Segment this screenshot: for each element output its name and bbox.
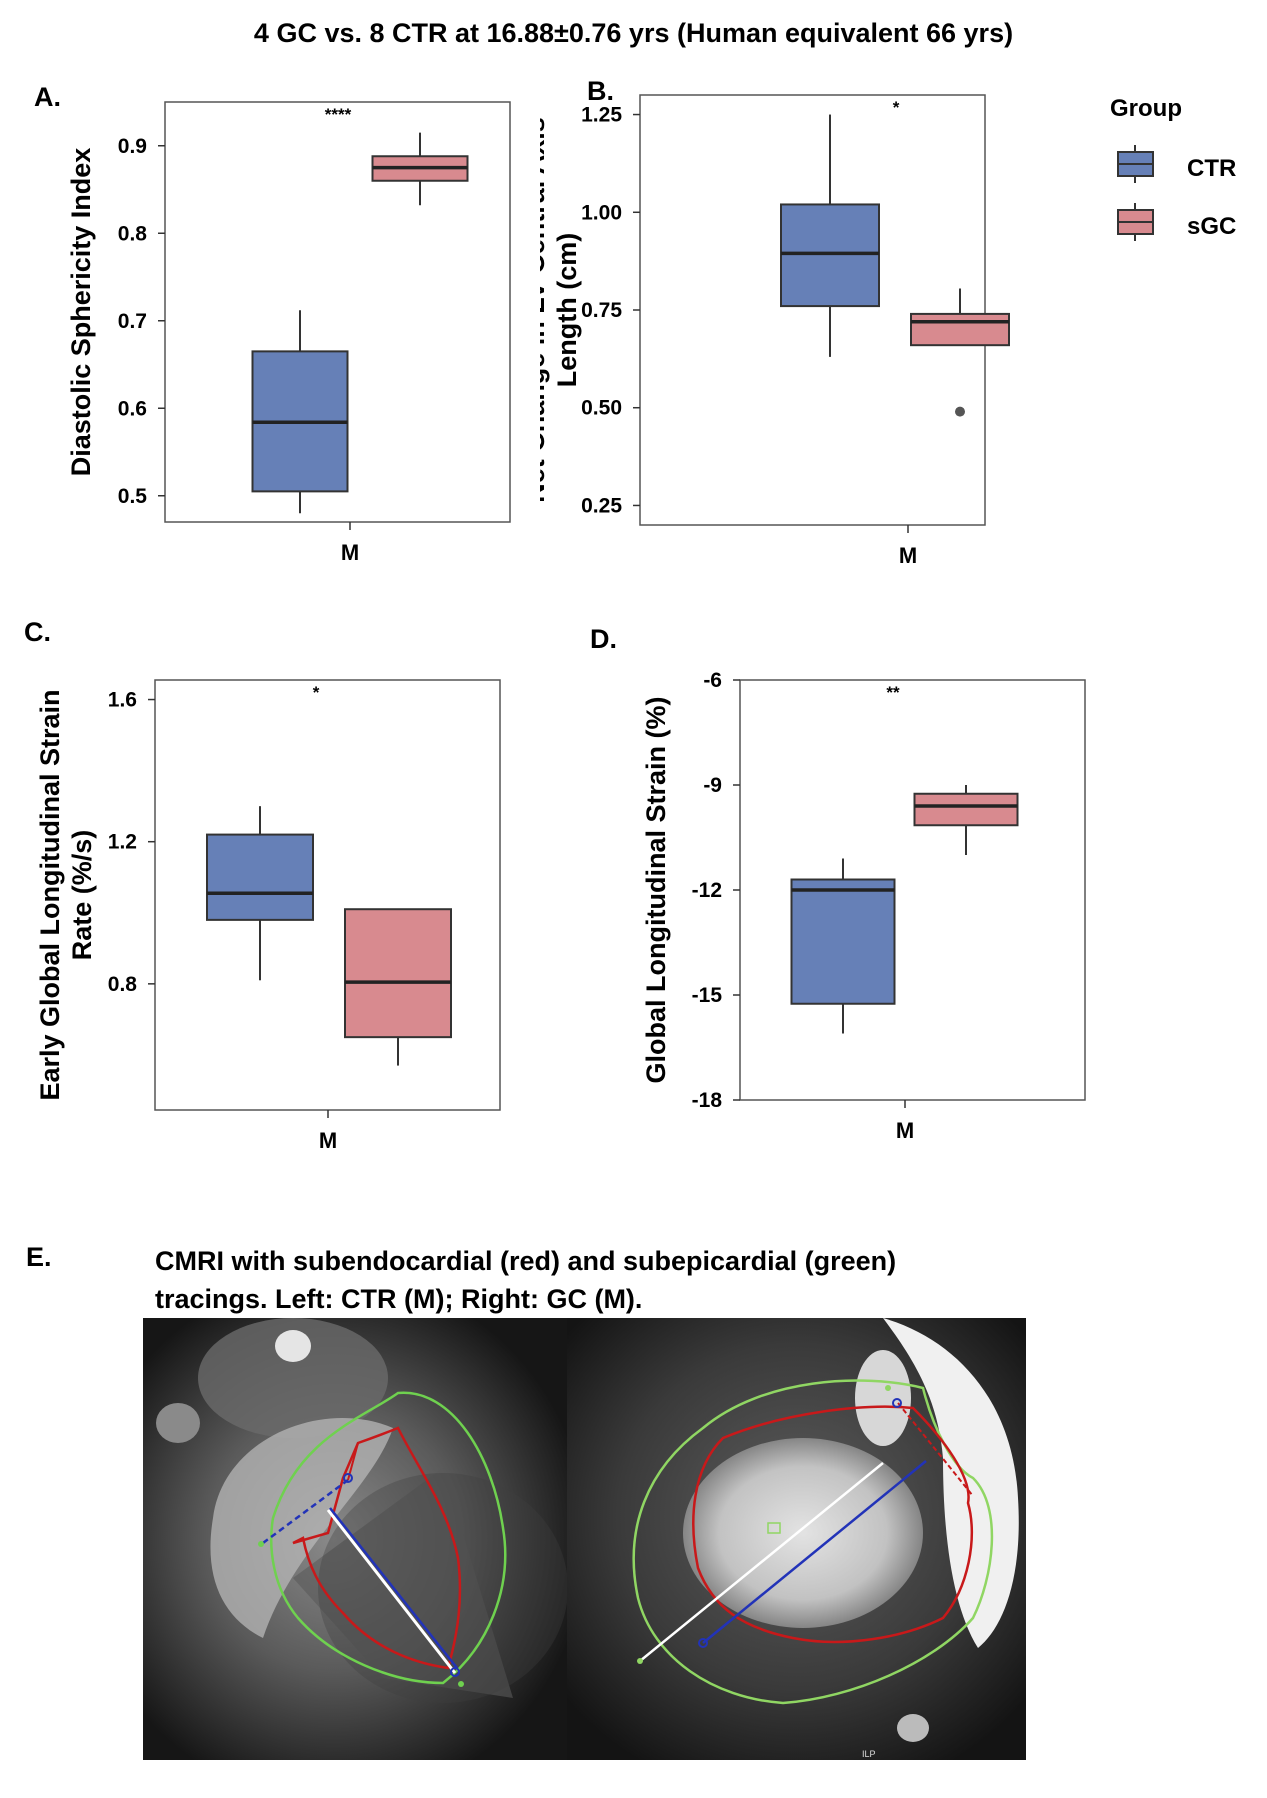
box-iqr xyxy=(790,878,896,1005)
significance-label: * xyxy=(313,683,320,702)
panel-letter-a: A. xyxy=(34,82,61,112)
box-iqr xyxy=(344,908,452,1039)
legend-swatches xyxy=(1117,145,1154,241)
panel-letter-e: E. xyxy=(26,1242,52,1272)
x-tick-label: M xyxy=(899,543,917,568)
box-iqr xyxy=(910,312,1010,347)
legend: Group CTR sGC xyxy=(1110,95,1260,255)
y-tick-label: 0.7 xyxy=(118,310,147,333)
y-tick-label: -9 xyxy=(703,774,722,797)
cmri-right-gc: ILP xyxy=(567,1318,1026,1760)
panel-letter-c: C. xyxy=(24,617,51,647)
y-axis-label: Net Change in LV Central Axis xyxy=(540,117,550,503)
y-tick-label: -6 xyxy=(703,669,722,692)
y-tick-label: 0.75 xyxy=(581,299,622,322)
legend-swatch-ctr xyxy=(1117,145,1154,183)
box-ctr xyxy=(206,806,314,981)
y-tick-label: 1.6 xyxy=(108,689,137,712)
cmri-left-ctr xyxy=(143,1318,568,1760)
y-tick-label: 0.9 xyxy=(118,135,147,158)
legend-title: Group xyxy=(1110,95,1182,122)
y-tick-label: 0.50 xyxy=(581,397,622,420)
mri-corner-mark: ILP xyxy=(862,1749,876,1759)
y-tick-label: 0.5 xyxy=(118,485,148,508)
y-tick-label: 1.2 xyxy=(108,831,137,854)
legend-swatch-sgc xyxy=(1117,203,1154,241)
box-ctr xyxy=(790,858,896,1034)
panel-letter-d: D. xyxy=(590,624,617,654)
mri-caption: CMRI with subendocardial (red) and subep… xyxy=(155,1242,1155,1318)
box-iqr xyxy=(780,203,880,308)
y-tick-label: -15 xyxy=(692,984,723,1007)
y-tick-label: 0.6 xyxy=(118,397,147,420)
box-iqr xyxy=(913,792,1019,827)
chart-c-strain-rate: 0.8 1.2 1.6 M * Early Global Longitudinal Str… xyxy=(35,679,501,1153)
significance-label: ** xyxy=(886,683,900,702)
x-tick-label: M xyxy=(319,1128,337,1153)
y-axis-label: Diastolic Sphericity Index xyxy=(66,148,96,477)
box-sgc xyxy=(344,908,452,1066)
y-tick-label: 0.8 xyxy=(108,973,138,996)
box-sgc xyxy=(913,785,1019,855)
mri-caption-line-2: tracings. Left: CTR (M); Right: GC (M). xyxy=(155,1284,643,1314)
x-tick-label: M xyxy=(896,1118,914,1143)
mri-caption-line-1: CMRI with subendocardial (red) and subep… xyxy=(155,1246,897,1276)
y-tick-label: 1.00 xyxy=(581,201,622,224)
box-sgc xyxy=(371,132,469,206)
plot-frame xyxy=(639,94,986,526)
box-iqr xyxy=(206,833,314,921)
box-sgc xyxy=(910,288,1010,417)
legend-label-sgc: sGC xyxy=(1187,213,1237,240)
chart-d-global-strain: -18 -15 -12 -9 -6 M ** Global Longitudinal Stra… xyxy=(641,669,1086,1143)
cmri-images: ILP xyxy=(143,1318,1026,1760)
box-ctr xyxy=(780,114,880,357)
significance-label: **** xyxy=(325,105,352,124)
box-ctr xyxy=(251,310,349,514)
chart-a-sphericity: 0.5 0.6 0.7 0.8 0.9 M **** Diastolic Sphericity… xyxy=(66,101,511,565)
figure-title: 4 GC vs. 8 CTR at 16.88±0.76 yrs (Human … xyxy=(253,18,1014,48)
significance-label: * xyxy=(893,98,900,117)
y-axis-label: Early Global Longitudinal Strain xyxy=(35,689,65,1100)
x-tick-label: M xyxy=(341,540,359,565)
y-axis-label: Global Longitudinal Strain (%) xyxy=(641,697,671,1084)
y-tick-label: -12 xyxy=(692,879,722,902)
outlier-point xyxy=(955,406,965,417)
y-tick-label: 1.25 xyxy=(581,104,622,127)
y-axis-label: Rate (%/s) xyxy=(67,830,97,961)
y-tick-label: 0.8 xyxy=(118,222,148,245)
legend-label-ctr: CTR xyxy=(1187,155,1237,182)
y-tick-label: -18 xyxy=(692,1089,723,1112)
panel-letter-b: B. xyxy=(587,76,614,106)
y-tick-label: 0.25 xyxy=(581,494,622,517)
y-axis-label: Length (cm) xyxy=(552,233,582,388)
chart-b-axis-length: 0.25 0.50 0.75 1.00 1.25 M * Net Change in LV C… xyxy=(540,94,1010,568)
